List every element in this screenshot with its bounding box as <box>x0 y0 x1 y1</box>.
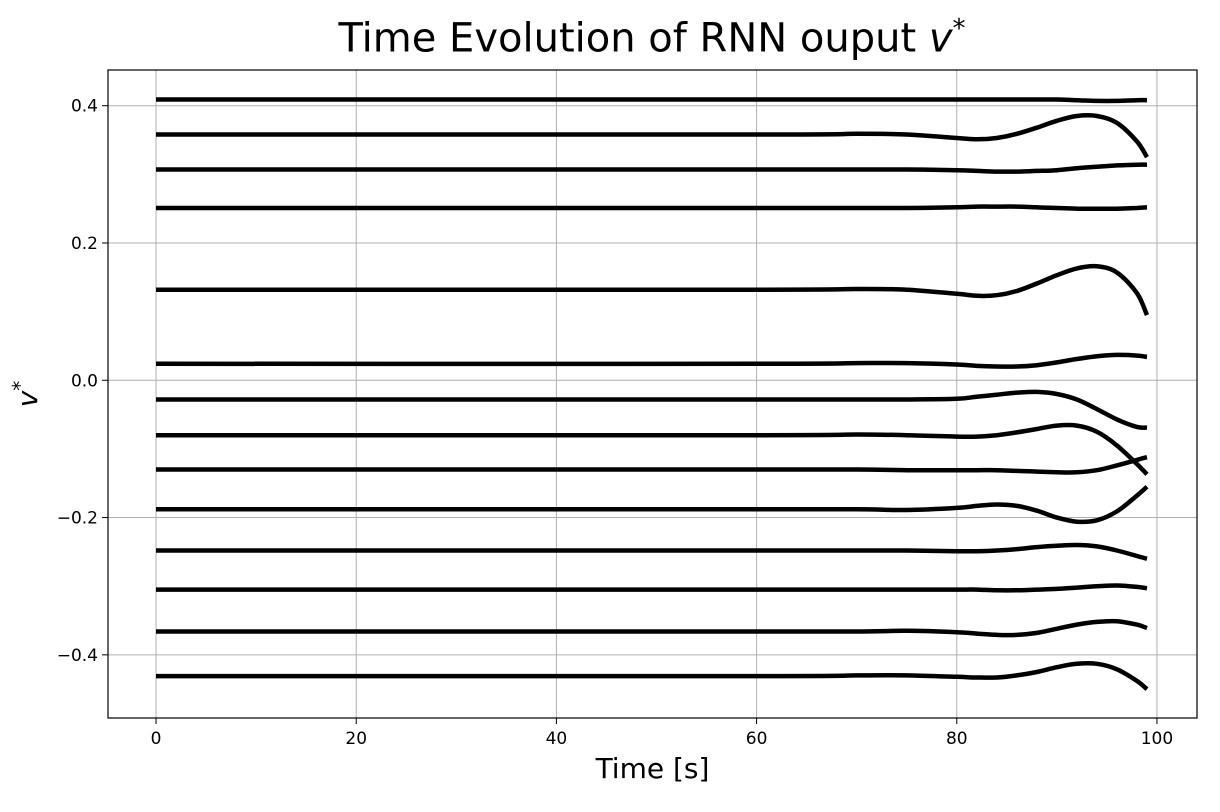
axis-ticks: 0 20 40 60 80 100 −0.4 −0.2 0.0 0.2 0.4 <box>57 97 1173 749</box>
x-tick-label: 100 <box>1141 729 1173 749</box>
x-tick-label: 60 <box>746 729 768 749</box>
series-line-5 <box>155 263 1150 317</box>
series-line-1 <box>156 97 1148 104</box>
y-tick-label: −0.4 <box>57 646 98 666</box>
series-line-3 <box>156 162 1148 174</box>
series-line-10 <box>156 485 1149 525</box>
y-axis-label-base: v <box>11 390 45 408</box>
y-axis-label: v* <box>8 381 44 408</box>
y-axis-label-sup: * <box>7 380 32 391</box>
x-axis-label: Time [s] <box>595 752 710 785</box>
series-line-8 <box>155 422 1149 476</box>
x-tick-label: 80 <box>946 729 968 749</box>
series-line-13 <box>156 618 1148 638</box>
series-line-6 <box>155 352 1148 369</box>
grid <box>108 70 1197 718</box>
y-tick-label: −0.2 <box>57 509 98 529</box>
chart-title-text: Time Evolution of RNN ouput <box>338 15 929 62</box>
x-tick-label: 40 <box>546 729 568 749</box>
chart-title: Time Evolution of RNN ouput v* <box>0 14 1220 61</box>
series-line-11 <box>156 542 1148 561</box>
series-line-7 <box>155 389 1148 430</box>
plot-area-frame <box>107 69 1198 719</box>
x-tick-label: 0 <box>151 729 162 749</box>
series-lines <box>155 97 1150 691</box>
chart-title-sup: * <box>952 14 966 44</box>
x-tick-label: 20 <box>345 729 367 749</box>
series-line-14 <box>155 660 1149 691</box>
y-tick-label: 0.0 <box>71 371 98 391</box>
series-line-9 <box>156 455 1148 475</box>
chart-title-math: v <box>928 15 953 62</box>
y-tick-label: 0.4 <box>71 97 98 117</box>
series-line-4 <box>155 204 1148 211</box>
series-line-12 <box>155 583 1148 593</box>
series-line-2 <box>155 113 1149 159</box>
y-tick-label: 0.2 <box>71 234 98 254</box>
